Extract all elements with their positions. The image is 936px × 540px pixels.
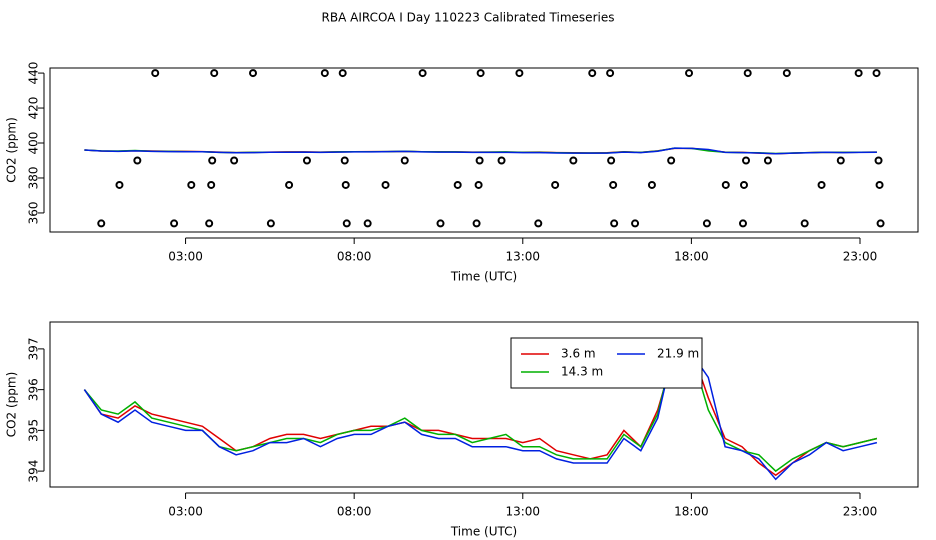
- x-tick-label: 03:00: [168, 250, 203, 264]
- point: [205, 219, 214, 228]
- point: [341, 180, 350, 189]
- x-tick-label: 18:00: [674, 250, 709, 264]
- point: [210, 69, 219, 78]
- y-axis-label: CO2 (ppm): [5, 117, 19, 183]
- point: [208, 156, 217, 165]
- x-tick-label: 23:00: [843, 250, 878, 264]
- legend-label: 14.3 m: [561, 365, 603, 379]
- point: [872, 69, 881, 78]
- point: [742, 156, 751, 165]
- point: [338, 69, 347, 78]
- point: [647, 180, 656, 189]
- point: [606, 69, 615, 78]
- point: [320, 69, 329, 78]
- point: [497, 156, 506, 165]
- series-line: [84, 147, 877, 155]
- point: [763, 156, 772, 165]
- chart-title: RBA AIRCOA I Day 110223 Calibrated Times…: [322, 11, 615, 25]
- y-tick-label: 396: [27, 378, 41, 401]
- x-tick-label: 08:00: [337, 250, 372, 264]
- x-tick-label: 18:00: [674, 505, 709, 519]
- y-tick-label: 360: [27, 201, 41, 224]
- point: [743, 69, 752, 78]
- point: [266, 219, 275, 228]
- point: [534, 219, 543, 228]
- plot-area: [84, 69, 885, 228]
- plot-area: [83, 343, 878, 481]
- point: [230, 156, 239, 165]
- point: [476, 69, 485, 78]
- point: [340, 156, 349, 165]
- legend-label: 21.9 m: [657, 347, 699, 361]
- point: [874, 156, 883, 165]
- x-tick-label: 13:00: [505, 505, 540, 519]
- series-line: [83, 343, 878, 481]
- point: [738, 219, 747, 228]
- x-axis-label: Time (UTC): [450, 270, 517, 284]
- y-tick-label: 394: [27, 460, 41, 483]
- point: [249, 69, 258, 78]
- y-tick-label: 440: [27, 62, 41, 85]
- point: [782, 69, 791, 78]
- y-tick-label: 380: [27, 167, 41, 190]
- point: [115, 180, 124, 189]
- point: [685, 69, 694, 78]
- x-tick-label: 08:00: [337, 505, 372, 519]
- point: [836, 156, 845, 165]
- y-axis-label: CO2 (ppm): [5, 372, 19, 438]
- point: [876, 219, 885, 228]
- point: [607, 156, 616, 165]
- point: [472, 219, 481, 228]
- plot-frame: [49, 321, 919, 488]
- y-tick-label: 420: [27, 97, 41, 120]
- point: [342, 219, 351, 228]
- point: [475, 156, 484, 165]
- point: [453, 180, 462, 189]
- point: [817, 180, 826, 189]
- point: [363, 219, 372, 228]
- point: [170, 219, 179, 228]
- y-tick-label: 395: [27, 419, 41, 442]
- point: [436, 219, 445, 228]
- point: [588, 69, 597, 78]
- point: [515, 69, 524, 78]
- point: [474, 180, 483, 189]
- x-tick-label: 03:00: [168, 505, 203, 519]
- point: [551, 180, 560, 189]
- point: [854, 69, 863, 78]
- point: [418, 69, 427, 78]
- point: [400, 156, 409, 165]
- point: [133, 156, 142, 165]
- point: [667, 156, 676, 165]
- point: [151, 69, 160, 78]
- point: [631, 219, 640, 228]
- point: [207, 180, 216, 189]
- x-axis-label: Time (UTC): [450, 525, 517, 539]
- point: [187, 180, 196, 189]
- point: [702, 219, 711, 228]
- point: [609, 180, 618, 189]
- point: [875, 180, 884, 189]
- plot-frame: [49, 67, 919, 233]
- point: [721, 180, 730, 189]
- y-tick-label: 397: [27, 337, 41, 360]
- point: [800, 219, 809, 228]
- point: [381, 180, 390, 189]
- point: [569, 156, 578, 165]
- series-line: [83, 348, 878, 477]
- legend-label: 3.6 m: [561, 347, 596, 361]
- point: [97, 219, 106, 228]
- legend-box: [510, 337, 703, 389]
- point: [610, 219, 619, 228]
- series-line: [83, 343, 878, 473]
- point: [302, 156, 311, 165]
- point: [739, 180, 748, 189]
- y-tick-label: 400: [27, 132, 41, 155]
- x-tick-label: 13:00: [505, 250, 540, 264]
- x-tick-label: 23:00: [843, 505, 878, 519]
- point: [285, 180, 294, 189]
